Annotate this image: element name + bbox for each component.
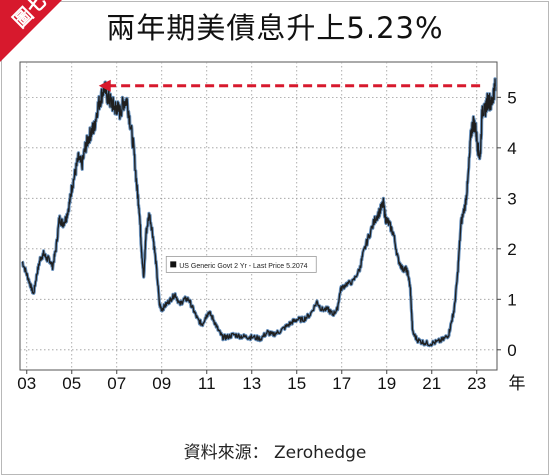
chart-title: 兩年期美債息升上5.23% [106,11,444,45]
source-credit: 資料來源： Zerohedge [183,443,367,463]
x-tick-label: 07 [107,374,126,393]
x-tick-label: 05 [62,374,81,393]
badge-ribbon [0,0,62,62]
x-axis-unit-label: 年 [509,374,526,394]
x-tick-label: 11 [198,374,216,393]
annotation-arrowhead [98,79,111,92]
x-tick-label: 23 [467,374,486,393]
x-tick-label: 13 [242,374,261,393]
legend-label: US Generic Govt 2 Yr - Last Price 5.2074 [179,263,307,270]
y-tick-label: 4 [507,139,516,158]
x-tick-label: 17 [332,374,351,393]
x-tick-label: 19 [377,374,396,393]
legend-swatch [170,261,177,268]
x-tick-label: 21 [422,374,441,393]
y-tick-label: 0 [507,341,516,360]
y-tick-label: 1 [507,290,516,309]
badge-ribbon-shape [0,0,62,62]
y-tick-label: 5 [507,88,516,107]
series-line [21,78,496,347]
y-tick-label: 3 [507,189,516,208]
x-tick-label: 15 [287,374,306,393]
y-tick-label: 2 [507,240,516,259]
x-tick-label: 03 [17,374,36,393]
x-tick-label: 09 [152,374,171,393]
legend-box [165,255,317,273]
plot-area [19,61,498,371]
